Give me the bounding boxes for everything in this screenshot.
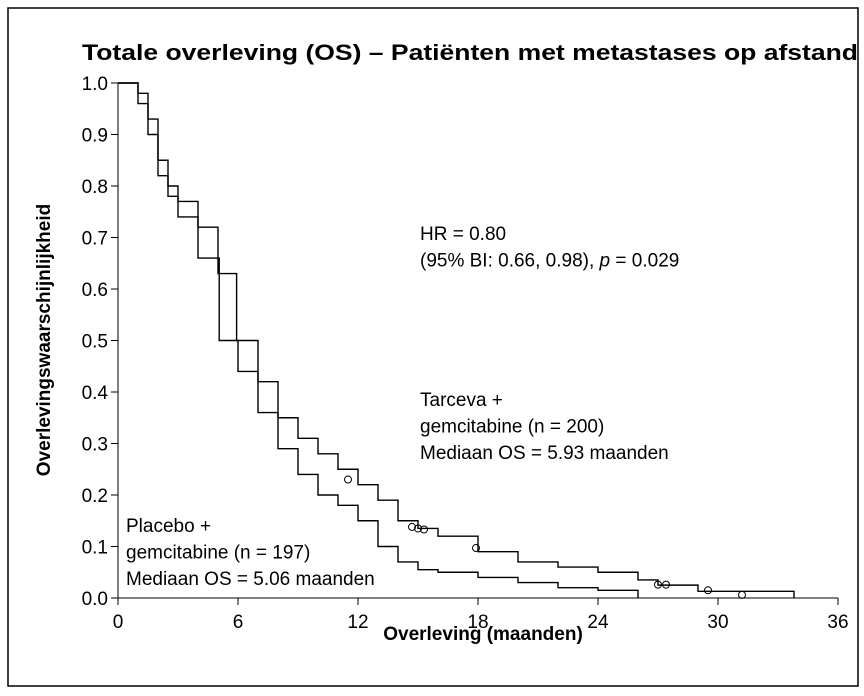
annotation-part: Mediaan OS = 5.06 maanden [126, 569, 375, 590]
annotation: gemcitabine (n = 197) [126, 543, 310, 564]
annotation: Tarceva + [420, 390, 503, 411]
annotation: Mediaan OS = 5.06 maanden [126, 569, 375, 590]
x-tick-label: 12 [347, 612, 368, 633]
annotation-part: Tarceva + [420, 390, 503, 411]
y-tick-label: 0.3 [82, 435, 108, 456]
censor-mark [738, 590, 746, 599]
x-tick-label: 6 [233, 612, 244, 633]
x-tick-label: 0 [113, 612, 124, 633]
y-tick-label: 0.8 [82, 177, 108, 198]
y-tick-label: 0.7 [82, 229, 108, 250]
annotation-part: (95% BI: 0.66, 0.98), [420, 251, 600, 272]
annotation-part: = 0.029 [610, 251, 679, 272]
y-tick-label: 0.6 [82, 280, 108, 301]
y-tick-label: 0.4 [82, 383, 109, 404]
annotation: gemcitabine (n = 200) [420, 417, 604, 438]
x-tick-label: 30 [707, 612, 728, 633]
annotation-part: Mediaan OS = 5.93 maanden [420, 443, 669, 464]
y-tick-label: 0.9 [82, 126, 108, 147]
annotation: Mediaan OS = 5.93 maanden [420, 443, 669, 464]
annotation-part: Placebo + [126, 516, 211, 537]
y-tick-label: 0.0 [82, 589, 108, 610]
x-tick-label: 24 [587, 612, 609, 633]
annotation-part: gemcitabine (n = 197) [126, 543, 310, 564]
km-curve [118, 82, 795, 598]
x-tick-label: 18 [467, 612, 488, 633]
annotation-part: HR = 0.80 [420, 224, 506, 245]
y-tick-label: 0.1 [82, 538, 108, 559]
annotation: (95% BI: 0.66, 0.98), p = 0.029 [420, 251, 679, 272]
frame [7, 7, 859, 687]
censor-mark [472, 544, 480, 553]
censor-mark [704, 586, 712, 595]
chart-title: Totale overleving (OS) – Patiënten met m… [82, 40, 858, 65]
annotation: Placebo + [126, 516, 211, 537]
y-tick-label: 0.2 [82, 486, 108, 507]
annotation-part: gemcitabine (n = 200) [420, 417, 604, 438]
y-tick-label: 0.5 [82, 332, 108, 353]
censor-mark [420, 525, 428, 534]
annotation-part: p [599, 251, 611, 272]
censor-mark [654, 580, 662, 589]
y-axis-label: Overlevingswaarschijnlijkheid [34, 204, 55, 476]
x-tick-label: 36 [827, 612, 848, 633]
censor-mark [414, 524, 422, 533]
censor-mark [408, 522, 416, 531]
censor-mark [344, 475, 352, 484]
censor-mark [662, 580, 670, 589]
x-axis-label: Overleving (maanden) [383, 624, 583, 645]
km-curve [118, 82, 639, 598]
annotation: HR = 0.80 [420, 224, 506, 245]
y-tick-label: 1.0 [82, 74, 108, 95]
